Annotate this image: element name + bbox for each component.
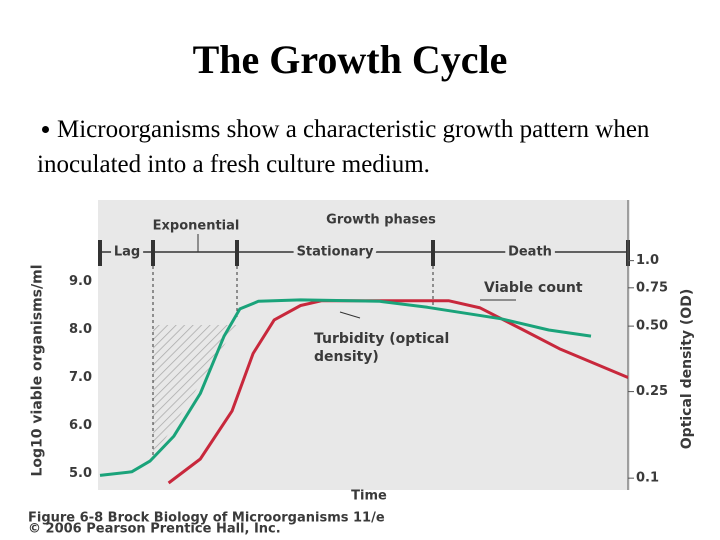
series-label: Turbidity (optical density) xyxy=(314,331,450,365)
phase-label: Lag xyxy=(114,245,140,260)
caption: © 2006 Pearson Prentice Hall, Inc. xyxy=(28,522,281,537)
phase-label: Exponential xyxy=(153,219,240,234)
phase-label: Stationary xyxy=(297,245,374,260)
y2-tick-label: 0.1 xyxy=(636,471,659,486)
y-tick-label: 6.0 xyxy=(69,418,92,433)
series-label: Viable count xyxy=(484,280,583,296)
y2-tick-label: 0.25 xyxy=(636,384,668,399)
y-tick-label: 7.0 xyxy=(69,370,92,385)
x-axis-label: Time xyxy=(351,489,387,504)
annotation-pointer xyxy=(339,311,361,319)
y2-tick-label: 0.75 xyxy=(636,280,668,295)
phase-label: Death xyxy=(508,245,552,260)
caption: Figure 6-8 Brock Biology of Microorganis… xyxy=(28,511,385,526)
y-tick-label: 5.0 xyxy=(69,466,92,481)
y2-tick-label: 0.50 xyxy=(636,319,668,334)
series-line xyxy=(99,298,592,477)
bullet-dot xyxy=(42,126,49,133)
y-axis-label: Log10 viable organisms/ml xyxy=(29,264,46,477)
bullet-text: Microorganisms show a characteristic gro… xyxy=(37,116,650,178)
y-tick-label: 8.0 xyxy=(69,322,92,337)
y2-axis-label: Optical density (OD) xyxy=(679,288,695,450)
y-tick-label: 9.0 xyxy=(69,274,92,289)
chart-title: Growth phases xyxy=(326,213,436,228)
slide-title: The Growth Cycle xyxy=(192,37,508,82)
y2-tick-label: 1.0 xyxy=(636,253,659,268)
